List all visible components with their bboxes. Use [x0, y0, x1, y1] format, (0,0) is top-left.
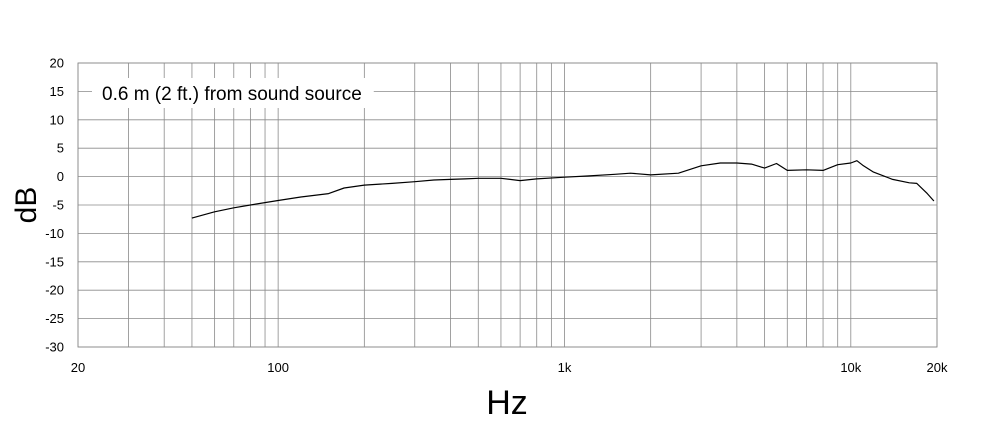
x-tick-label: 100 [267, 360, 289, 375]
tick-label-layer: 20 15 10 5 0 -5 -10 -15 -20 -25 -30 20 100 1k 10k 20k [45, 56, 948, 376]
x-tick-label: 10k [840, 360, 861, 375]
annotation-background [92, 78, 374, 108]
annotation-text: 0.6 m (2 ft.) from sound source [102, 84, 362, 105]
x-axis-title: Hz [486, 384, 528, 422]
y-tick-label: -5 [52, 198, 64, 213]
y-axis-title: dB [10, 187, 43, 224]
annotation-box: 0.6 m (2 ft.) from sound source [92, 78, 374, 108]
x-tick-label: 1k [558, 360, 572, 375]
y-tick-label: -30 [45, 340, 64, 355]
series-line [191, 160, 935, 219]
grid-layer [77, 62, 938, 348]
y-tick-label: -10 [45, 226, 64, 241]
x-tick-label: 20k [927, 360, 948, 375]
series-layer [191, 160, 935, 219]
y-tick-label: 5 [57, 141, 64, 156]
y-tick-label: -15 [45, 254, 64, 269]
y-tick-label: 15 [50, 84, 64, 99]
y-tick-label: 0 [57, 169, 64, 184]
y-tick-label: 10 [50, 112, 64, 127]
y-tick-label: 20 [50, 56, 64, 71]
x-tick-label: 20 [71, 360, 85, 375]
plot-border [77, 62, 938, 348]
y-tick-label: -20 [45, 283, 64, 298]
y-tick-label: -25 [45, 311, 64, 326]
